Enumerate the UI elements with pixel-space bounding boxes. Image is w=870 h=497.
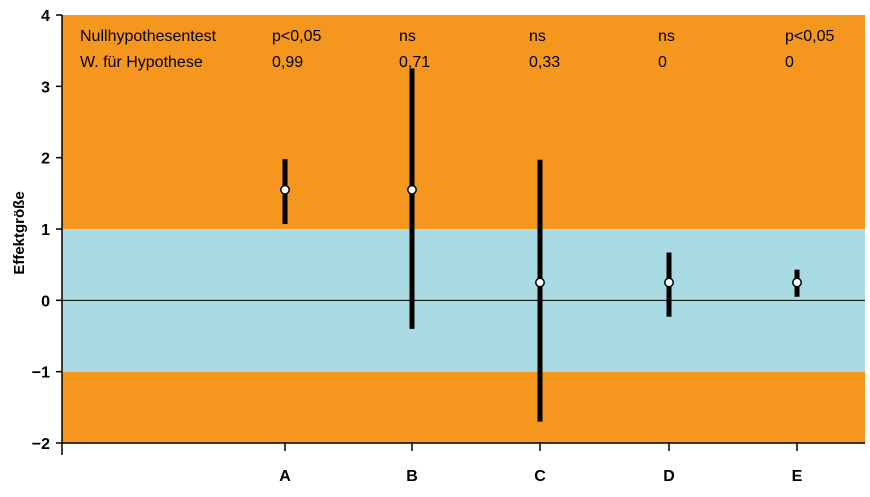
- background-bands: [62, 15, 865, 443]
- x-category-label: C: [534, 468, 546, 485]
- y-tick-label: 1: [41, 222, 50, 239]
- point-D: [664, 277, 674, 288]
- table-row-label-test: Nullhypothesentest: [80, 28, 217, 45]
- y-tick-label: −2: [32, 436, 50, 453]
- test-result-value: ns: [658, 28, 675, 45]
- y-axis-ticks: −2 −1 0 1 2 3 4: [32, 8, 62, 453]
- point-A: [280, 184, 290, 195]
- point-C: [535, 277, 545, 288]
- probability-value: 0,71: [399, 54, 430, 71]
- test-result-value: ns: [529, 28, 546, 45]
- table-row-label-probability: W. für Hypothese: [80, 54, 203, 71]
- x-category-label: D: [663, 468, 675, 485]
- probability-value: 0,33: [529, 54, 560, 71]
- y-axis-label: Effektgröße: [11, 191, 28, 274]
- x-category-label: E: [792, 468, 803, 485]
- test-result-value: p<0,05: [785, 28, 834, 45]
- probability-value: 0: [658, 54, 667, 71]
- probability-value: 0: [785, 54, 794, 71]
- band-0: [62, 371, 865, 443]
- y-tick-label: −1: [32, 365, 50, 382]
- probability-value: 0,99: [272, 54, 303, 71]
- x-category-label: B: [406, 468, 418, 485]
- x-category-label: A: [279, 468, 291, 485]
- test-result-value: p<0,05: [272, 28, 321, 45]
- y-tick-label: 0: [41, 293, 50, 310]
- y-tick-label: 3: [41, 79, 50, 96]
- x-axis-categories: A B C D E: [279, 443, 803, 485]
- y-tick-label: 2: [41, 151, 50, 168]
- axes: [61, 15, 865, 455]
- point-B: [407, 184, 417, 195]
- test-result-value: ns: [399, 28, 416, 45]
- band-2: [62, 15, 865, 229]
- hypothesis-table: Nullhypothesentest W. für Hypothese p<0,…: [80, 28, 834, 71]
- y-tick-label: 4: [41, 8, 50, 25]
- data-marks: [280, 68, 802, 422]
- point-E: [792, 277, 802, 288]
